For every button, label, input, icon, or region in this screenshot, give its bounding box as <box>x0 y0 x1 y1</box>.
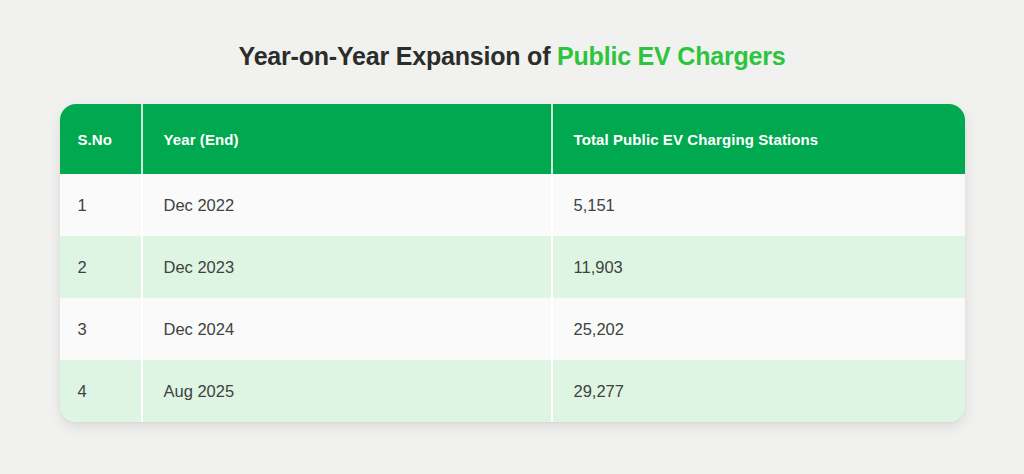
cell-year: Dec 2024 <box>143 298 553 360</box>
cell-sno: 4 <box>60 360 143 422</box>
cell-total: 25,202 <box>553 298 965 360</box>
column-header-year: Year (End) <box>143 104 553 174</box>
table-row: 2 Dec 2023 11,903 <box>60 236 965 298</box>
cell-total: 29,277 <box>553 360 965 422</box>
cell-year: Dec 2023 <box>143 236 553 298</box>
ev-chargers-table: S.No Year (End) Total Public EV Charging… <box>60 104 965 422</box>
column-header-sno: S.No <box>60 104 143 174</box>
cell-year: Dec 2022 <box>143 174 553 236</box>
page: Year-on-Year Expansion of Public EV Char… <box>0 0 1024 474</box>
cell-sno: 2 <box>60 236 143 298</box>
cell-total: 5,151 <box>553 174 965 236</box>
cell-sno: 3 <box>60 298 143 360</box>
table-header-row: S.No Year (End) Total Public EV Charging… <box>60 104 965 174</box>
page-title: Year-on-Year Expansion of Public EV Char… <box>239 42 786 71</box>
table-row: 4 Aug 2025 29,277 <box>60 360 965 422</box>
cell-sno: 1 <box>60 174 143 236</box>
column-header-total: Total Public EV Charging Stations <box>553 104 965 174</box>
cell-total: 11,903 <box>553 236 965 298</box>
title-prefix: Year-on-Year Expansion of <box>239 42 558 70</box>
title-highlight: Public EV Chargers <box>557 42 785 70</box>
table-row: 1 Dec 2022 5,151 <box>60 174 965 236</box>
cell-year: Aug 2025 <box>143 360 553 422</box>
table-row: 3 Dec 2024 25,202 <box>60 298 965 360</box>
